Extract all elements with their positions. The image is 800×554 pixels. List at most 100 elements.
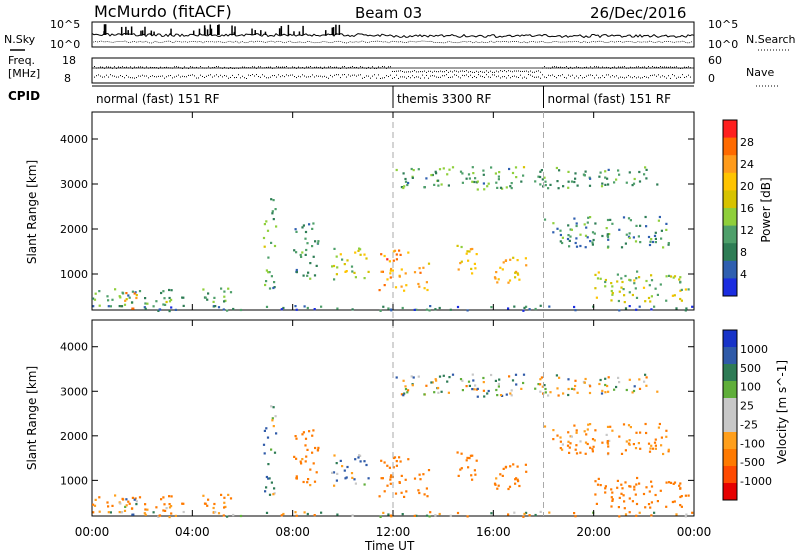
nave-dot	[430, 75, 431, 77]
echo-cell-8	[495, 271, 498, 274]
freq-dot	[286, 66, 287, 68]
echo-cell-5	[403, 495, 406, 498]
echo-cell-11	[635, 483, 638, 486]
echo-cell-10	[654, 237, 657, 240]
echo-cell-12	[624, 307, 628, 310]
freq-dot	[218, 66, 219, 68]
echo-cell-5	[389, 272, 392, 275]
echo-cell-12	[434, 308, 437, 311]
echo-cell-10	[628, 236, 631, 240]
freq-dot	[242, 66, 243, 68]
nave-dot	[326, 76, 327, 78]
x-axis-ticks: 00:00 04:00 08:00 12:00 16:00 20:00 00:00	[75, 112, 711, 539]
echo-cell-10	[609, 218, 612, 221]
nave-dot	[510, 77, 511, 79]
echo-cell-0	[131, 301, 134, 304]
echo-cell-10	[567, 440, 570, 443]
echo-cell-10	[607, 452, 610, 455]
nave-dot	[270, 76, 271, 78]
nave-dot	[186, 76, 187, 78]
freq-dot	[310, 66, 311, 68]
echo-cell-12	[635, 308, 638, 311]
nave-dot	[612, 75, 613, 77]
echo-cell-11	[656, 500, 659, 503]
echo-cell-12	[449, 514, 452, 517]
nave-dot	[628, 75, 629, 77]
echo-cell-9	[584, 170, 587, 173]
freq-dot	[216, 66, 217, 68]
echo-cell-10	[647, 442, 651, 445]
echo-cell-2	[263, 429, 266, 432]
echo-cell-8	[516, 478, 519, 481]
echo-cell-0	[128, 296, 131, 299]
echo-cell-0	[98, 304, 101, 307]
echo-cell-9	[510, 187, 513, 190]
echo-cell-2	[267, 477, 270, 480]
velocity-colorbar-block-5	[723, 415, 737, 433]
nave-dot	[680, 76, 681, 78]
nave-dot	[444, 75, 445, 77]
echo-cell-12	[513, 305, 516, 308]
echo-cell-9	[472, 379, 475, 382]
echo-cell-10	[567, 224, 570, 227]
echo-cell-5	[395, 258, 398, 261]
echo-cell-9	[613, 388, 616, 391]
echo-cell-9	[584, 377, 587, 381]
echo-cell-9	[539, 383, 542, 386]
echo-cell-4	[335, 273, 338, 276]
echo-cell-9	[557, 187, 560, 190]
echo-cell-12	[415, 308, 418, 311]
velocity-colorbar-tick-2: 100	[740, 381, 761, 394]
freq-dot	[402, 70, 403, 72]
freq-panel: Freq. [MHz] 18 8 60 0 Nave	[8, 54, 778, 87]
echo-cell-0	[212, 300, 215, 303]
nave-dot	[622, 76, 623, 78]
echo-cell-12	[548, 305, 551, 308]
echo-cell-10	[606, 442, 610, 445]
freq-dot	[174, 66, 175, 68]
echo-cell-9	[643, 173, 646, 176]
echo-cell-9	[514, 166, 518, 169]
echo-cell-7	[467, 259, 470, 262]
echo-cell-12	[303, 511, 306, 514]
nave-dot	[566, 77, 567, 79]
echo-cell-12	[574, 309, 577, 312]
echo-cell-10	[650, 444, 653, 447]
nave-dot	[682, 74, 683, 76]
freq-dot	[660, 66, 661, 68]
echo-cell-7	[459, 468, 462, 471]
echo-cell-9	[471, 180, 474, 183]
nave-dot	[454, 74, 455, 76]
echo-cell-9	[417, 375, 420, 378]
echo-cell-8	[514, 478, 517, 481]
echo-cell-11	[594, 493, 597, 496]
nave-dot	[640, 77, 641, 79]
echo-cell-9	[509, 392, 512, 395]
nave-dot	[562, 74, 563, 76]
freq-dot	[496, 70, 497, 72]
nave-dot	[254, 75, 255, 77]
echo-cell-9	[589, 385, 592, 388]
echo-cell-12	[217, 306, 221, 309]
echo-cell-10	[586, 442, 589, 446]
freq-dot	[418, 71, 419, 73]
cpid-segments: normal (fast) 151 RF themis 3300 RF normal…	[96, 86, 671, 108]
echo-cell-9	[607, 183, 610, 186]
echo-cell-7	[460, 245, 463, 249]
echo-cell-9	[459, 378, 463, 381]
echo-cell-8	[504, 466, 507, 469]
nave-dot	[394, 77, 395, 79]
echo-cell-2	[263, 452, 266, 455]
echo-cell-8	[517, 480, 520, 483]
echo-cell-9	[483, 395, 486, 398]
freq-dot	[94, 66, 95, 68]
echo-cell-9	[395, 376, 398, 379]
echo-cell-12	[456, 305, 460, 309]
nave-dot	[354, 74, 355, 76]
echo-cell-12	[336, 513, 339, 516]
echo-cell-0	[163, 503, 166, 506]
nave-dot	[598, 77, 599, 79]
echo-cell-9	[404, 385, 407, 388]
echo-cell-6	[426, 495, 429, 498]
